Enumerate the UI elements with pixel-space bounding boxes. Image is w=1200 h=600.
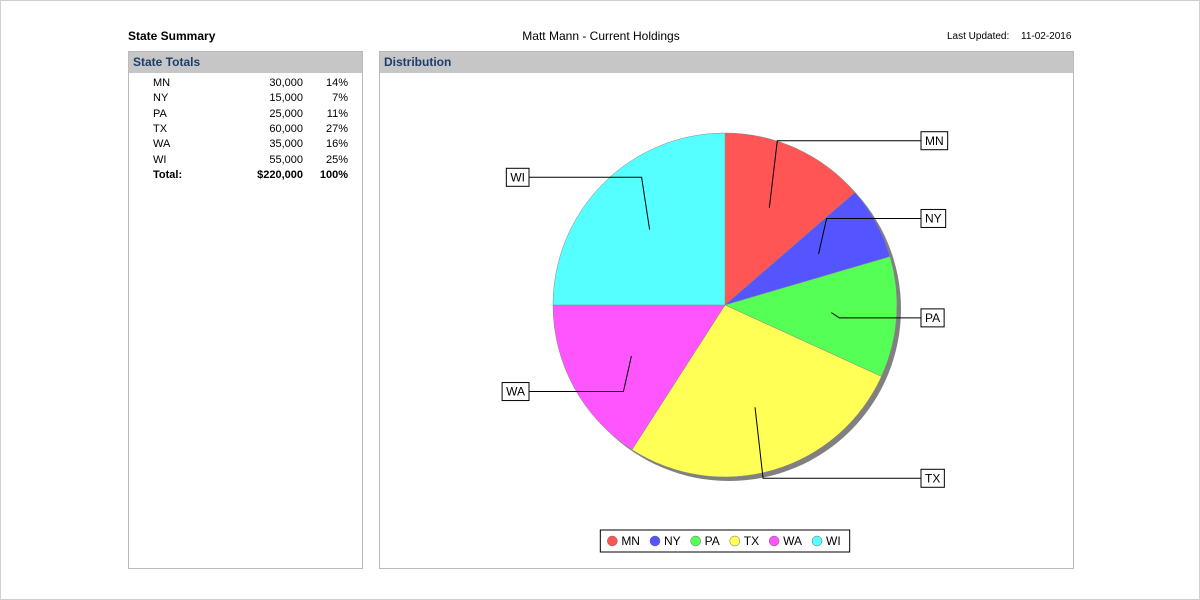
- callout-line: [529, 176, 651, 230]
- table-cell: 35,000: [269, 138, 303, 151]
- pie-slice: [552, 304, 726, 451]
- callout-box: [920, 131, 949, 151]
- callout-line: [818, 217, 921, 255]
- table-cell: 15,000: [269, 92, 303, 105]
- callout-label: PA: [925, 311, 940, 325]
- table-cell: PA: [153, 107, 167, 120]
- callout-label: MN: [925, 134, 944, 148]
- table-cell: 55,000: [269, 153, 303, 166]
- table-cell: 16%: [325, 138, 348, 151]
- callout-box: [920, 468, 945, 488]
- legend-label: MN: [621, 534, 640, 548]
- legend-swatch: [690, 535, 701, 547]
- total-cell: $220,000: [257, 168, 303, 181]
- callout-box: [501, 382, 530, 402]
- report-subtitle: Matt Mann - Current Holdings: [522, 29, 680, 43]
- legend-label: TX: [744, 534, 759, 548]
- callout-box: [920, 208, 947, 228]
- legend-label: WI: [826, 534, 841, 548]
- callout-line: [768, 140, 921, 209]
- callout-label: WA: [506, 385, 525, 399]
- legend-label: NY: [664, 534, 681, 548]
- table-cell: 27%: [325, 122, 348, 135]
- legend-label: PA: [705, 534, 720, 548]
- callout-line: [831, 312, 921, 319]
- panel-title: Distribution: [380, 52, 1073, 73]
- table-cell: 30,000: [269, 77, 303, 89]
- legend-swatch: [607, 535, 618, 547]
- legend-swatch: [768, 535, 780, 547]
- callout-label: NY: [925, 212, 942, 226]
- callout-line: [529, 355, 632, 393]
- panel-title: State Totals: [129, 52, 362, 73]
- pie-slice: [631, 304, 882, 478]
- table-cell: 25%: [325, 153, 348, 166]
- legend-swatch: [811, 535, 823, 547]
- table-cell: 11%: [326, 107, 348, 120]
- legend-label: WA: [783, 534, 802, 548]
- legend-box: [599, 529, 851, 553]
- legend-swatch: [729, 535, 741, 547]
- updated-date: 11-02-2016: [1021, 31, 1072, 42]
- pie-slice: [724, 132, 856, 306]
- table-cell: 7%: [332, 92, 348, 105]
- pie-slice: [552, 132, 726, 306]
- total-cell: 100%: [319, 168, 348, 181]
- report-title: State Summary: [128, 29, 216, 43]
- table-cell: NY: [153, 92, 169, 105]
- table-cell: 60,000: [269, 122, 303, 135]
- table-cell: WA: [153, 138, 171, 151]
- totals-panel: State Totals MN 30,000 14% NY 15,000 7% PA 25,0…: [128, 51, 363, 569]
- table-cell: 25,000: [269, 107, 303, 120]
- updated-label: Last Updated:: [947, 31, 1010, 42]
- table-cell: WI: [153, 153, 167, 166]
- callout-box: [920, 308, 945, 328]
- table-cell: TX: [153, 122, 168, 135]
- total-cell: Total:: [153, 168, 183, 181]
- pie-slice: [724, 256, 898, 377]
- table-cell: MN: [153, 77, 171, 89]
- callout-label: WI: [510, 170, 525, 184]
- callout-box: [505, 167, 530, 187]
- callout-line: [754, 407, 921, 479]
- legend-swatch: [649, 535, 661, 547]
- callout-label: TX: [925, 471, 940, 485]
- table-cell: 14%: [325, 77, 348, 89]
